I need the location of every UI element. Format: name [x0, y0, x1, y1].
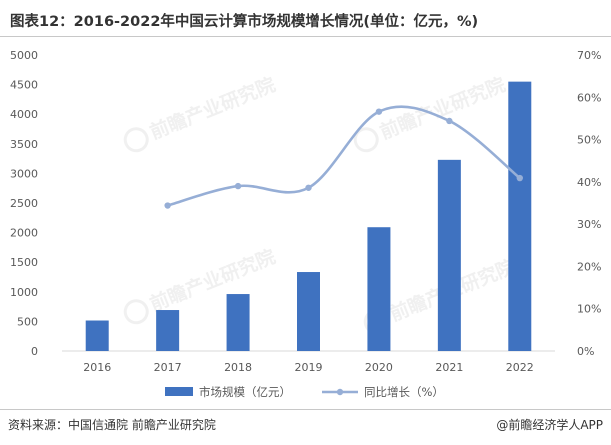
- right-y-tick-label: 0%: [577, 345, 594, 358]
- bar: [297, 272, 320, 351]
- left-y-tick-label: 4000: [10, 108, 38, 121]
- left-y-tick-label: 2000: [10, 227, 38, 240]
- left-y-tick-label: 1000: [10, 286, 38, 299]
- x-axis: 2016 2017 2018 2019 2020 2021 2022: [83, 361, 534, 374]
- x-tick-label: 2018: [224, 361, 252, 374]
- left-y-axis: 0 500 1000 1500 2000 2500 3000 3500 4000 4500 5000: [10, 49, 38, 358]
- growth-point: [446, 117, 453, 125]
- left-y-tick-label: 3500: [10, 138, 38, 151]
- legend-line-marker: [336, 388, 344, 396]
- watermark-text: 前瞻产业研究院: [147, 245, 279, 316]
- growth-point: [305, 184, 312, 191]
- left-y-tick-label: 500: [17, 315, 38, 328]
- left-y-tick-label: 3000: [10, 167, 38, 180]
- right-y-tick-label: 40%: [577, 176, 601, 189]
- watermark-text: 前瞻产业研究院: [147, 73, 279, 144]
- growth-line-series: [164, 105, 523, 209]
- chart-title: 图表12：2016-2022年中国云计算市场规模增长情况(单位：亿元，%): [10, 14, 479, 30]
- right-y-tick-label: 20%: [577, 260, 601, 273]
- growth-point: [164, 202, 171, 209]
- x-tick-label: 2016: [83, 361, 111, 374]
- watermark-text: 前瞻产业研究院: [377, 73, 509, 144]
- bar: [508, 81, 532, 351]
- bar: [367, 227, 391, 351]
- bar: [156, 310, 180, 351]
- bar-series: [85, 81, 532, 351]
- right-y-tick-label: 50%: [577, 134, 601, 147]
- x-tick-label: 2022: [506, 361, 534, 374]
- left-y-tick-label: 4500: [10, 79, 38, 92]
- growth-line: [167, 105, 521, 207]
- left-y-tick-label: 5000: [10, 49, 38, 62]
- bar: [437, 159, 461, 351]
- bar: [85, 320, 109, 351]
- legend-line-label: 同比增长（%）: [364, 385, 444, 399]
- watermark-logo: [353, 127, 379, 153]
- watermark: 前瞻产业研究院: [123, 73, 279, 153]
- legend: 市场规模（亿元） 同比增长（%）: [165, 385, 444, 399]
- legend-bar-label: 市场规模（亿元）: [199, 385, 291, 399]
- x-tick-label: 2019: [295, 361, 323, 374]
- footer-divider: [0, 409, 611, 410]
- left-y-tick-label: 2500: [10, 197, 38, 210]
- left-y-tick-label: 0: [31, 345, 38, 358]
- right-y-tick-label: 60%: [577, 91, 601, 104]
- right-y-tick-label: 70%: [577, 49, 601, 62]
- watermark: 前瞻产业研究院: [123, 245, 279, 325]
- left-y-tick-label: 1500: [10, 256, 38, 269]
- right-y-tick-label: 30%: [577, 218, 601, 231]
- bar: [226, 294, 250, 351]
- watermark-logo: [123, 127, 149, 153]
- x-tick-label: 2020: [365, 361, 393, 374]
- growth-point: [234, 182, 242, 190]
- brand-credit: @前瞻经济学人APP: [496, 418, 603, 432]
- right-y-axis: 0% 10% 20% 30% 40% 50% 60% 70%: [577, 49, 601, 358]
- growth-point: [516, 174, 523, 182]
- watermark-logo: [123, 299, 149, 325]
- x-tick-label: 2021: [435, 361, 463, 374]
- legend-bar-swatch: [165, 387, 193, 396]
- x-tick-label: 2017: [154, 361, 182, 374]
- growth-point: [375, 108, 383, 115]
- source-note: 资料来源：中国信通院 前瞻产业研究院: [8, 418, 216, 432]
- right-y-tick-label: 10%: [577, 303, 601, 316]
- title-divider: [0, 36, 611, 37]
